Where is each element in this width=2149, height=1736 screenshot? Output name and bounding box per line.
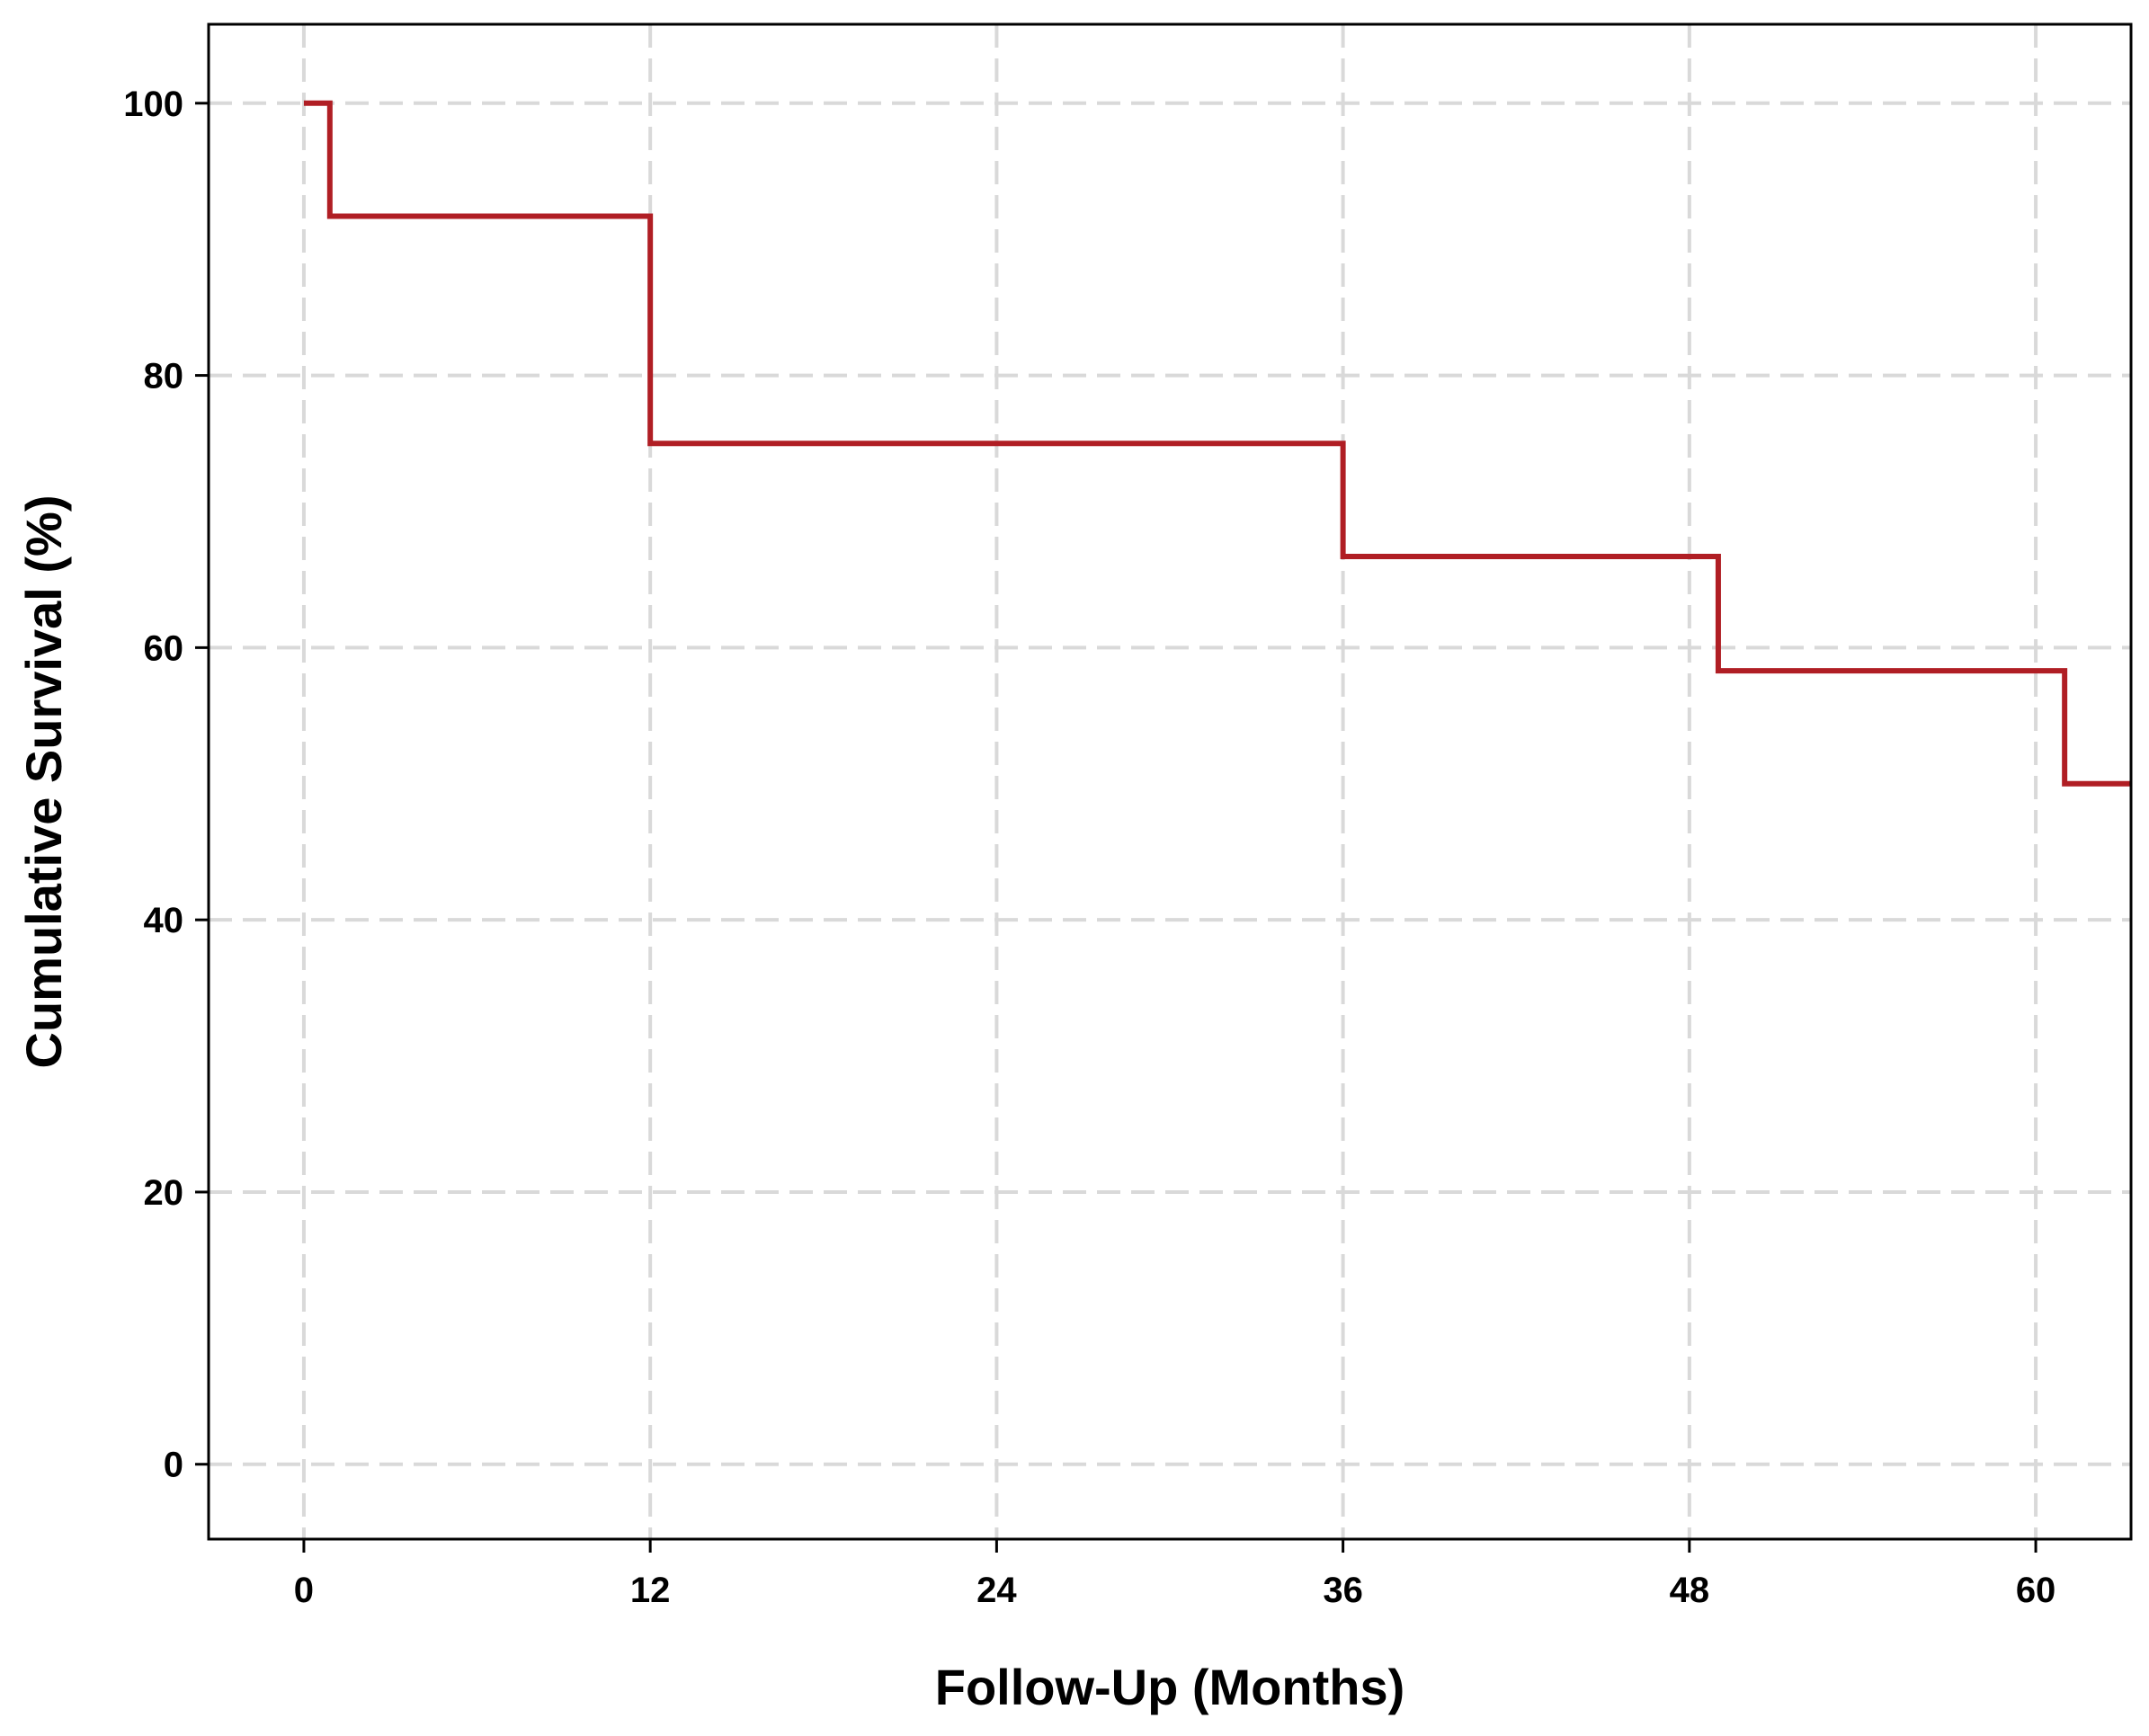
y-tick-label: 80 <box>144 357 184 396</box>
x-tick-label: 60 <box>2016 1571 2056 1610</box>
x-tick-label: 24 <box>976 1571 1017 1610</box>
y-tick-label: 60 <box>144 628 184 668</box>
x-axis-title: Follow-Up (Months) <box>935 1659 1405 1715</box>
plot-area <box>303 100 2131 787</box>
plot-frame <box>207 22 2133 1541</box>
axes: 0 12 24 36 48 60 0 20 40 60 80 100 <box>123 85 2055 1610</box>
x-tick-label: 36 <box>1323 1571 1363 1610</box>
survival-curve <box>303 100 2131 787</box>
x-tick-label: 0 <box>294 1571 314 1610</box>
x-tick-label: 12 <box>630 1571 671 1610</box>
y-axis-title: Cumulative Survival (%) <box>15 495 72 1069</box>
y-tick-label: 100 <box>123 85 183 124</box>
y-tick-label: 0 <box>164 1446 183 1485</box>
grid-lines <box>209 24 2131 1539</box>
y-tick-label: 40 <box>144 901 184 940</box>
x-tick-label: 48 <box>1670 1571 1710 1610</box>
y-tick-label: 20 <box>144 1173 184 1213</box>
